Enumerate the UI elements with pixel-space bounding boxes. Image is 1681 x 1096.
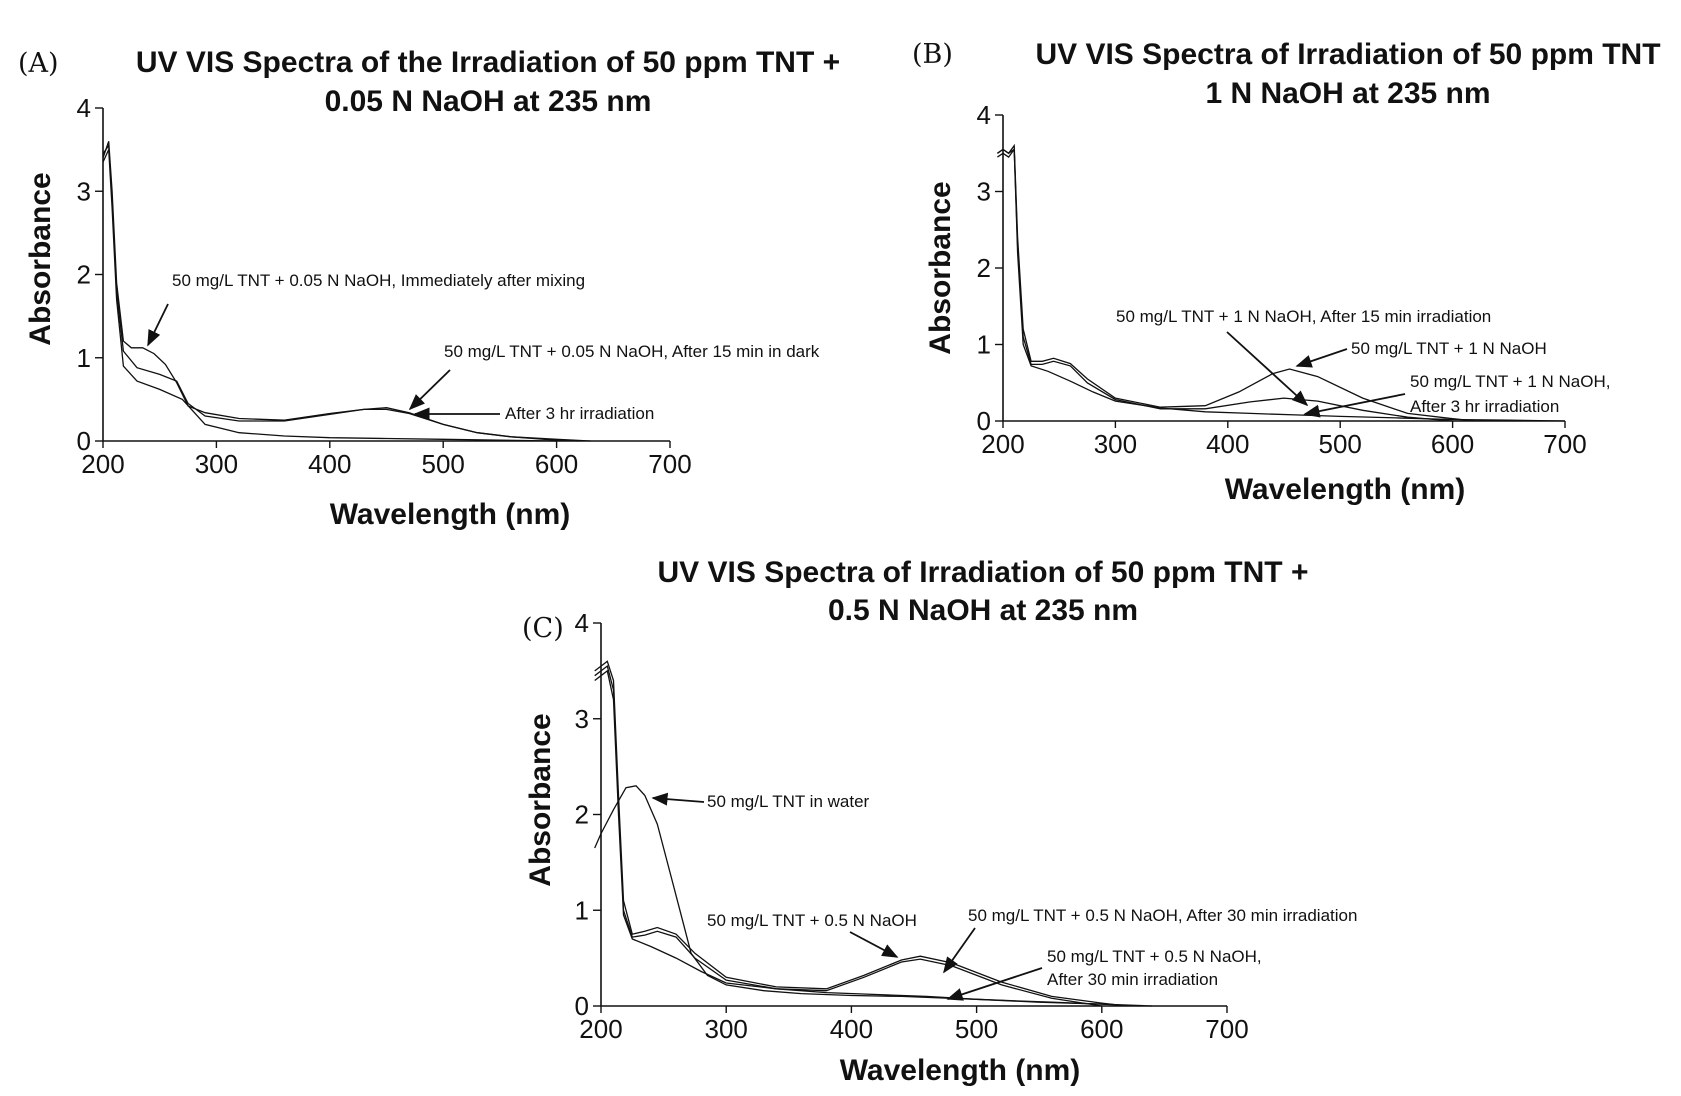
annotation-label: 50 mg/L TNT + 0.05 N NaOH, Immediately a… bbox=[172, 271, 585, 290]
series-group bbox=[594, 660, 1152, 1007]
series-line-2 bbox=[997, 147, 1453, 422]
y-tick-label: 3 bbox=[77, 176, 91, 206]
y-tick-label: 3 bbox=[977, 177, 991, 207]
tick-group: 0 1 2 3 4 200 300 400 500 600 700 bbox=[575, 608, 1249, 1044]
annotation-label: 50 mg/L TNT + 0.5 N NaOH, After 30 min i… bbox=[968, 906, 1357, 925]
annotation-arrow bbox=[147, 303, 169, 347]
y-axis-title: Absorbance bbox=[524, 713, 557, 886]
series-line-3 bbox=[997, 148, 1566, 422]
x-tick-label: 600 bbox=[1080, 1014, 1123, 1044]
annotation-label: 50 mg/L TNT + 1 N NaOH bbox=[1351, 339, 1547, 358]
y-tick-label: 4 bbox=[575, 608, 589, 638]
x-tick-label: 700 bbox=[1543, 429, 1586, 459]
annotation-label: After 3 hr irradiation bbox=[505, 404, 654, 423]
x-tick-label: 600 bbox=[535, 449, 578, 479]
series-line-3 bbox=[102, 149, 557, 442]
annotation-label: 50 mg/L TNT + 1 N NaOH, bbox=[1410, 372, 1610, 391]
x-axis-title: Wavelength (nm) bbox=[330, 498, 571, 531]
annotation-arrow bbox=[651, 792, 705, 806]
panel-label: (A) bbox=[18, 48, 59, 79]
series-line-2 bbox=[102, 143, 580, 442]
x-tick-label: 400 bbox=[830, 1014, 873, 1044]
x-tick-label: 500 bbox=[955, 1014, 998, 1044]
y-axis-title: Absorbance bbox=[24, 172, 57, 345]
y-tick-label: 1 bbox=[575, 895, 589, 925]
annotation-arrow bbox=[946, 967, 1043, 1001]
annotation-label: After 30 min irradiation bbox=[1047, 970, 1218, 989]
x-tick-label: 700 bbox=[1205, 1014, 1248, 1044]
y-axis-title: Absorbance bbox=[924, 181, 957, 354]
chart-title-line-1: UV VIS Spectra of the Irradiation of 50 … bbox=[136, 46, 840, 79]
annotation-arrow bbox=[408, 369, 451, 411]
x-axis-title: Wavelength (nm) bbox=[1225, 473, 1466, 506]
panel-c: (C) UV VIS Spectra of Irradiation of 50 … bbox=[522, 556, 1357, 1087]
annotation-label: 50 mg/L TNT in water bbox=[707, 792, 870, 811]
x-tick-label: 300 bbox=[1094, 429, 1137, 459]
x-tick-label: 400 bbox=[1206, 429, 1249, 459]
annotation-arrow bbox=[849, 931, 899, 958]
x-tick-label: 300 bbox=[705, 1014, 748, 1044]
y-tick-label: 2 bbox=[575, 800, 589, 830]
x-axis-title: Wavelength (nm) bbox=[840, 1054, 1081, 1087]
x-tick-label: 200 bbox=[579, 1014, 622, 1044]
series-line-4 bbox=[594, 785, 1152, 1007]
annotation-group: 50 mg/L TNT + 1 N NaOH, After 15 min irr… bbox=[1116, 307, 1610, 418]
annotation-label: 50 mg/L TNT + 1 N NaOH, After 15 min irr… bbox=[1116, 307, 1491, 326]
y-tick-label: 4 bbox=[977, 100, 991, 130]
x-tick-label: 300 bbox=[195, 449, 238, 479]
annotation-group: 50 mg/L TNT in water 50 mg/L TNT + 0.5 N… bbox=[651, 792, 1357, 1001]
series-group bbox=[997, 143, 1566, 422]
y-tick-label: 1 bbox=[977, 330, 991, 360]
x-tick-label: 700 bbox=[648, 449, 691, 479]
tick-group: 0 1 2 3 4 200 300 400 500 600 700 bbox=[77, 93, 692, 479]
y-tick-label: 4 bbox=[77, 93, 91, 123]
y-tick-label: 0 bbox=[977, 406, 991, 436]
annotation-arrow bbox=[1303, 393, 1406, 418]
y-tick-label: 2 bbox=[977, 253, 991, 283]
panel-label: (B) bbox=[912, 39, 953, 70]
annotation-label: After 3 hr irradiation bbox=[1410, 397, 1559, 416]
x-tick-label: 400 bbox=[308, 449, 351, 479]
x-tick-label: 200 bbox=[981, 429, 1024, 459]
y-tick-label: 2 bbox=[77, 260, 91, 290]
x-tick-label: 500 bbox=[422, 449, 465, 479]
chart-title-line-2: 0.05 N NaOH at 235 nm bbox=[325, 85, 652, 118]
x-tick-label: 500 bbox=[1319, 429, 1362, 459]
chart-title-line-2: 1 N NaOH at 235 nm bbox=[1205, 77, 1490, 110]
chart-title-line-2: 0.5 N NaOH at 235 nm bbox=[828, 594, 1138, 627]
annotation-arrow bbox=[943, 927, 976, 974]
y-tick-label: 1 bbox=[77, 343, 91, 373]
y-tick-label: 3 bbox=[575, 704, 589, 734]
panel-b: (B) UV VIS Spectra of Irradiation of 50 … bbox=[912, 38, 1661, 506]
y-tick-label: 0 bbox=[77, 426, 91, 456]
annotation-arrow bbox=[1295, 348, 1348, 368]
chart-title-line-1: UV VIS Spectra of Irradiation of 50 ppm … bbox=[658, 556, 1309, 589]
annotation-group: 50 mg/L TNT + 0.05 N NaOH, Immediately a… bbox=[147, 271, 820, 423]
annotation-label: 50 mg/L TNT + 0.5 N NaOH bbox=[707, 911, 917, 930]
series-line-1 bbox=[997, 143, 1476, 422]
panel-a: (A) UV VIS Spectra of the Irradiation of… bbox=[18, 46, 840, 531]
annotation-arrow bbox=[1226, 331, 1309, 407]
series-group bbox=[102, 141, 591, 442]
x-tick-label: 600 bbox=[1431, 429, 1474, 459]
chart-title-line-1: UV VIS Spectra of Irradiation of 50 ppm … bbox=[1035, 38, 1660, 71]
annotation-label: 50 mg/L TNT + 0.05 N NaOH, After 15 min … bbox=[444, 342, 820, 361]
panel-label: (C) bbox=[522, 613, 564, 644]
annotation-label: 50 mg/L TNT + 0.5 N NaOH, bbox=[1047, 947, 1262, 966]
y-tick-label: 0 bbox=[575, 991, 589, 1021]
x-tick-label: 200 bbox=[81, 449, 124, 479]
tick-group: 0 1 2 3 4 200 300 400 500 600 700 bbox=[977, 100, 1587, 459]
